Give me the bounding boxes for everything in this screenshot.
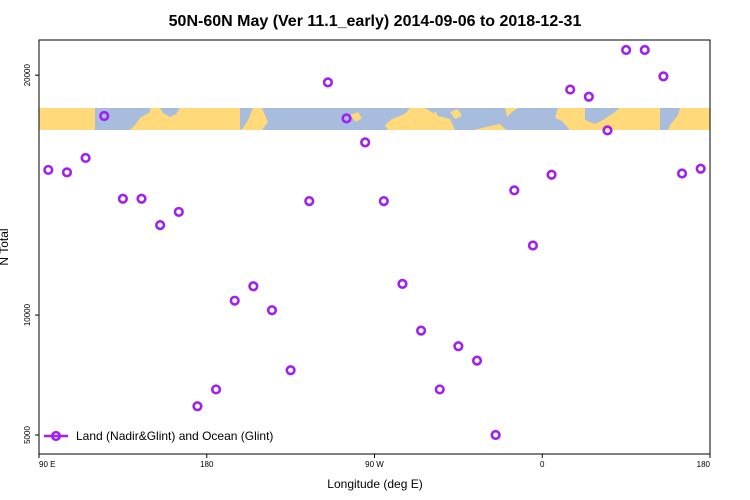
x-axis-label: Longitude (deg E) bbox=[327, 477, 422, 491]
data-point bbox=[61, 167, 73, 178]
data-point bbox=[155, 220, 166, 231]
legend-label: Land (Nadir&Glint) and Ocean (Glint) bbox=[76, 429, 273, 443]
data-point bbox=[43, 164, 54, 176]
data-point bbox=[415, 325, 427, 336]
data-point bbox=[360, 137, 371, 148]
data-point bbox=[639, 44, 650, 56]
y-axis: 5000 10000 20000 bbox=[23, 64, 39, 444]
data-point bbox=[266, 305, 278, 316]
data-point bbox=[602, 125, 613, 136]
y-tick-label: 10000 bbox=[23, 303, 32, 326]
data-point bbox=[304, 196, 315, 207]
y-axis-label: N Total bbox=[0, 228, 11, 265]
map-band-islands bbox=[350, 109, 462, 122]
data-point bbox=[453, 341, 464, 352]
data-point bbox=[248, 281, 259, 292]
legend: Land (Nadir&Glint) and Ocean (Glint) bbox=[44, 429, 273, 443]
data-point bbox=[676, 168, 688, 179]
y-tick-label: 20000 bbox=[23, 64, 32, 87]
data-point bbox=[192, 401, 203, 412]
data-point bbox=[378, 196, 389, 207]
data-point bbox=[341, 113, 352, 124]
data-point bbox=[621, 44, 632, 56]
data-point bbox=[229, 295, 240, 306]
map-band-ocean bbox=[95, 108, 680, 130]
data-points bbox=[43, 44, 706, 441]
data-point bbox=[527, 240, 539, 251]
data-point bbox=[471, 355, 483, 366]
data-point bbox=[397, 278, 408, 289]
data-point bbox=[99, 110, 110, 122]
data-point bbox=[695, 163, 706, 174]
data-point bbox=[80, 152, 91, 164]
legend-marker bbox=[50, 430, 62, 442]
data-point bbox=[509, 185, 520, 196]
data-point bbox=[658, 71, 669, 82]
x-tick-label: 180 bbox=[697, 460, 711, 469]
map-band bbox=[39, 108, 710, 130]
data-point bbox=[322, 77, 334, 88]
data-point bbox=[434, 384, 445, 395]
x-axis: 90 E 180 90 W 0 180 bbox=[38, 454, 711, 469]
chart-title: 50N-60N May (Ver 11.1_early) 2014-09-06 … bbox=[169, 13, 582, 30]
x-tick-label: 0 bbox=[540, 460, 545, 469]
data-point bbox=[490, 429, 501, 441]
data-point bbox=[546, 169, 557, 180]
data-point bbox=[117, 193, 128, 204]
data-point bbox=[210, 384, 222, 395]
data-point bbox=[173, 206, 184, 218]
data-point bbox=[565, 84, 576, 95]
x-tick-label: 90 W bbox=[365, 460, 384, 469]
data-point bbox=[285, 365, 296, 376]
x-tick-label: 90 E bbox=[39, 460, 55, 469]
data-point bbox=[583, 91, 594, 102]
data-point bbox=[136, 193, 147, 204]
y-tick-label: 5000 bbox=[23, 426, 32, 444]
x-tick-label: 180 bbox=[200, 460, 214, 469]
